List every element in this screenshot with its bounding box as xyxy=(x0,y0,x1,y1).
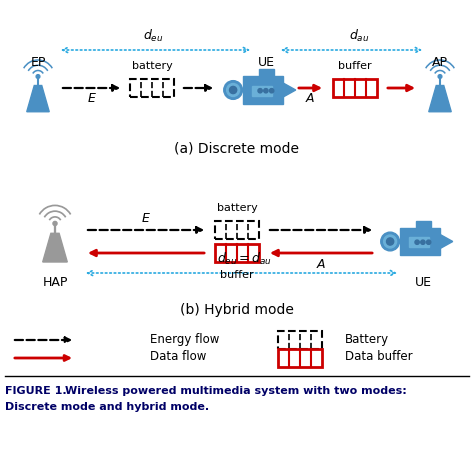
Bar xyxy=(215,244,259,262)
Text: buffer: buffer xyxy=(220,270,254,280)
Text: $d_{au}$: $d_{au}$ xyxy=(349,28,369,44)
Text: Battery: Battery xyxy=(345,333,389,345)
Polygon shape xyxy=(283,83,296,97)
Text: AP: AP xyxy=(432,56,448,70)
Polygon shape xyxy=(440,234,453,249)
Text: (b) Hybrid mode: (b) Hybrid mode xyxy=(180,303,294,317)
Polygon shape xyxy=(43,233,67,262)
Polygon shape xyxy=(27,86,49,112)
Bar xyxy=(252,86,273,96)
Bar xyxy=(215,221,259,240)
Bar xyxy=(333,79,377,98)
Circle shape xyxy=(258,88,262,93)
Bar xyxy=(278,349,322,367)
Circle shape xyxy=(224,81,243,99)
Bar xyxy=(409,237,429,247)
Circle shape xyxy=(438,75,442,78)
Text: $A$: $A$ xyxy=(316,258,326,272)
Circle shape xyxy=(36,75,40,78)
Circle shape xyxy=(53,221,57,225)
Circle shape xyxy=(227,83,239,97)
Text: Discrete mode and hybrid mode.: Discrete mode and hybrid mode. xyxy=(5,402,209,412)
Text: $E$: $E$ xyxy=(141,213,151,225)
Bar xyxy=(243,76,283,104)
Text: UE: UE xyxy=(414,277,431,289)
Text: (a) Discrete mode: (a) Discrete mode xyxy=(174,141,300,155)
Text: $E$: $E$ xyxy=(87,93,96,105)
Text: $A$: $A$ xyxy=(305,93,316,105)
Bar xyxy=(259,69,274,76)
Text: $d_{eu}=d_{au}$: $d_{eu}=d_{au}$ xyxy=(218,251,273,267)
Text: $d_{eu}$: $d_{eu}$ xyxy=(143,28,163,44)
Text: Data buffer: Data buffer xyxy=(345,350,413,364)
Circle shape xyxy=(421,240,425,245)
Circle shape xyxy=(229,87,237,93)
Bar xyxy=(278,331,322,349)
Text: buffer: buffer xyxy=(338,61,372,71)
Circle shape xyxy=(415,240,419,245)
Text: battery: battery xyxy=(132,61,173,71)
Text: FIGURE 1.: FIGURE 1. xyxy=(5,386,67,396)
Bar xyxy=(416,221,431,228)
Polygon shape xyxy=(429,86,451,112)
Circle shape xyxy=(381,232,400,251)
Text: EP: EP xyxy=(30,56,46,70)
Bar xyxy=(400,228,440,255)
Text: Energy flow: Energy flow xyxy=(150,333,219,345)
Bar xyxy=(130,79,174,98)
Text: Data flow: Data flow xyxy=(150,350,206,364)
Text: battery: battery xyxy=(217,203,257,213)
Circle shape xyxy=(383,235,397,248)
Circle shape xyxy=(270,88,274,93)
Text: HAP: HAP xyxy=(42,277,68,289)
Text: Wireless powered multimedia system with two modes:: Wireless powered multimedia system with … xyxy=(65,386,407,396)
Circle shape xyxy=(427,240,431,245)
Text: UE: UE xyxy=(257,56,274,70)
Circle shape xyxy=(386,238,394,245)
Circle shape xyxy=(264,88,268,93)
